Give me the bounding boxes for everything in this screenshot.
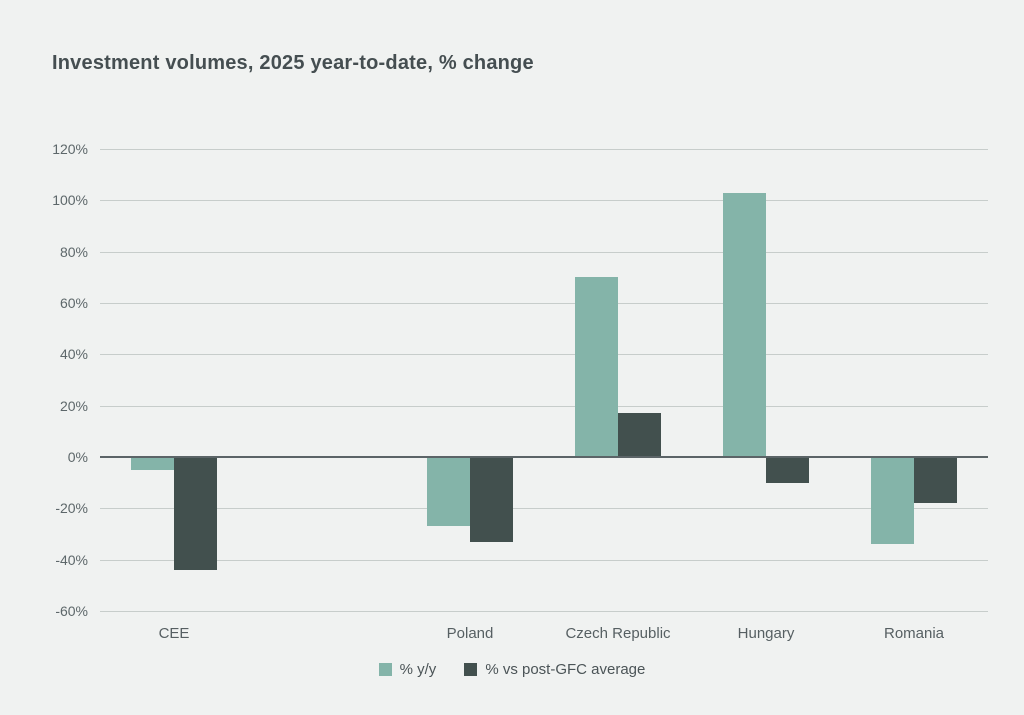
y-axis-tick-label: 0% xyxy=(67,449,88,465)
x-axis-category-label: Czech Republic xyxy=(565,625,671,642)
x-axis-category-label: Poland xyxy=(446,625,494,642)
y-axis-tick-label: 40% xyxy=(59,346,88,363)
bar-poland-postgfc xyxy=(470,457,513,542)
bar-poland-yoy xyxy=(427,457,470,527)
y-axis-tick-label: -40% xyxy=(55,551,88,568)
legend-swatch-yoy-icon xyxy=(378,663,392,676)
legend: % y/y % vs post-GFC average xyxy=(0,661,1024,678)
legend-label-postgfc: % vs post-GFC average xyxy=(485,661,646,678)
y-axis-tick-label: 20% xyxy=(59,397,88,414)
bar-romania-postgfc xyxy=(914,457,957,504)
gridline xyxy=(100,354,988,356)
zero-axis-line xyxy=(100,456,988,458)
y-axis-tick-label: 80% xyxy=(59,243,88,260)
bar-czech-republic-yoy xyxy=(575,277,618,457)
y-axis-tick-label: 120% xyxy=(52,141,88,157)
legend-label-yoy: % y/y xyxy=(399,661,437,678)
legend-item-postgfc: % vs post-GFC average xyxy=(464,661,645,678)
x-axis-category-label: CEE xyxy=(158,625,190,642)
gridline xyxy=(100,251,988,253)
x-axis-category-label: Romania xyxy=(883,625,945,642)
gridline xyxy=(100,303,988,304)
gridline xyxy=(100,508,988,510)
bar-hungary-yoy xyxy=(723,192,766,457)
bar-czech-republic-postgfc xyxy=(618,413,661,457)
bar-hungary-postgfc xyxy=(766,457,809,483)
bar-cee-yoy xyxy=(131,457,174,470)
x-axis-category-label: Hungary xyxy=(737,625,795,642)
gridline xyxy=(100,559,988,561)
y-axis-tick-label: 100% xyxy=(52,192,88,209)
y-axis-tick-label: 60% xyxy=(59,295,88,311)
plot-area: 120% 100% 80% 60% 40% 20% 0% -20% -40% -60% CEE Pol… xyxy=(52,141,988,642)
bar-romania-yoy xyxy=(871,457,914,545)
gridline xyxy=(100,611,988,612)
bar-cee-postgfc xyxy=(174,457,217,570)
legend-item-yoy: % y/y xyxy=(378,661,437,678)
y-axis-tick-label: -20% xyxy=(55,500,88,517)
gridline xyxy=(100,149,988,150)
gridline xyxy=(100,405,988,407)
chart-title: Investment volumes, 2025 year-to-date, %… xyxy=(52,52,534,74)
y-axis-tick-label: -60% xyxy=(55,603,88,619)
gridline xyxy=(100,200,988,202)
legend-swatch-postgfc-icon xyxy=(464,663,478,676)
